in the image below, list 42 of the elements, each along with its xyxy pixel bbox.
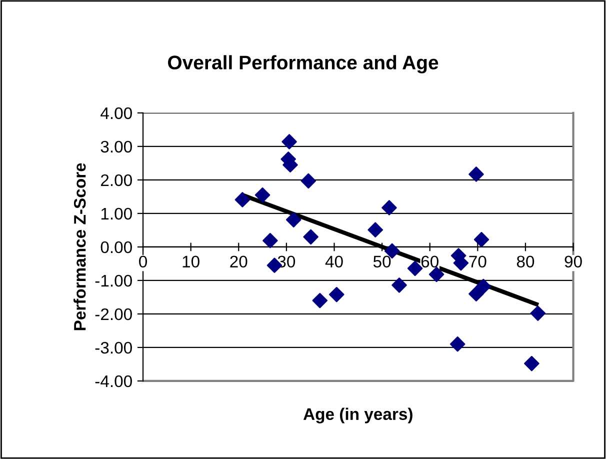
point bbox=[262, 232, 278, 248]
point bbox=[468, 166, 484, 182]
x-axis-title: Age (in years) bbox=[303, 408, 412, 424]
point bbox=[328, 286, 344, 302]
y-tick-label: 0.00 bbox=[100, 241, 132, 254]
point bbox=[450, 336, 466, 352]
point bbox=[474, 232, 490, 248]
x-tick-label: 50 bbox=[373, 256, 391, 268]
point bbox=[234, 192, 250, 208]
point bbox=[468, 286, 484, 302]
y-tick-label: 1.00 bbox=[101, 208, 132, 220]
y-axis-title: Performance Z-Score bbox=[74, 163, 86, 330]
point bbox=[254, 187, 270, 203]
y-tick-label: -1.00 bbox=[95, 274, 132, 287]
x-tick-label: 60 bbox=[421, 256, 438, 268]
point bbox=[303, 229, 318, 245]
point bbox=[300, 173, 316, 189]
y-tick-label: -3.00 bbox=[95, 342, 132, 354]
x-tick-label: 80 bbox=[516, 256, 534, 268]
point bbox=[524, 356, 540, 372]
point bbox=[476, 278, 492, 294]
point bbox=[428, 266, 444, 282]
x-tick-label: 20 bbox=[230, 256, 248, 268]
x-tick-label: 70 bbox=[469, 256, 486, 268]
y-tick-label: -2.00 bbox=[95, 308, 132, 320]
y-tick-label: 3.00 bbox=[100, 140, 132, 153]
y-tick-label: 2.00 bbox=[101, 174, 132, 186]
point bbox=[392, 278, 407, 293]
chart-title: Overall Performance and Age bbox=[168, 55, 438, 74]
point bbox=[407, 260, 423, 276]
x-tick-label: 10 bbox=[182, 256, 200, 268]
point bbox=[368, 222, 383, 238]
y-tick-label: 4.00 bbox=[100, 107, 132, 120]
x-tick-label: 40 bbox=[325, 256, 343, 268]
point bbox=[312, 292, 328, 308]
point bbox=[382, 200, 397, 216]
y-tick-label: -4.00 bbox=[95, 375, 132, 388]
point bbox=[286, 212, 302, 228]
x-tick-label: 90 bbox=[564, 256, 582, 268]
point bbox=[282, 134, 297, 150]
point bbox=[530, 306, 546, 321]
x-tick-label: 0 bbox=[139, 256, 147, 268]
